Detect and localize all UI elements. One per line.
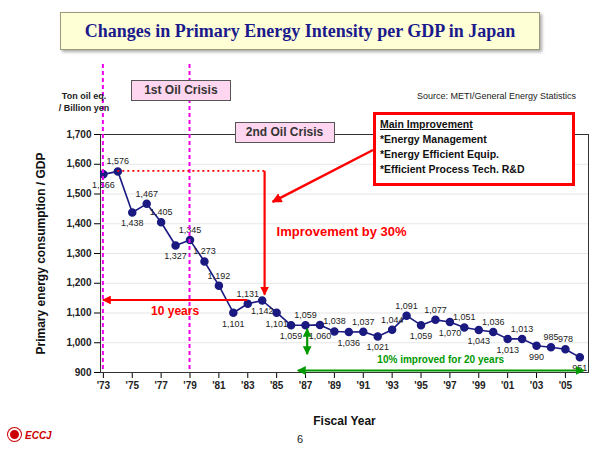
svg-text:1,021: 1,021	[366, 342, 389, 352]
svg-text:1,400: 1,400	[66, 218, 91, 229]
svg-text:Primary energy consumption / G: Primary energy consumption / GDP	[34, 152, 48, 354]
svg-text:1,091: 1,091	[395, 301, 418, 311]
html-text:Ton oil eq.: Ton oil eq.	[61, 91, 107, 101]
svg-text:978: 978	[558, 334, 573, 344]
svg-text:'79: '79	[183, 380, 197, 391]
svg-text:951: 951	[572, 363, 587, 373]
svg-text:Fiscal Year: Fiscal Year	[313, 414, 376, 428]
svg-text:'73: '73	[97, 380, 111, 391]
svg-text:1,273: 1,273	[193, 246, 216, 256]
svg-text:'93: '93	[385, 380, 399, 391]
svg-text:1,101: 1,101	[222, 319, 245, 329]
svg-text:10% improved for 20 years: 10% improved for 20 years	[377, 354, 504, 365]
svg-text:10 years: 10 years	[151, 304, 199, 318]
svg-text:'99: '99	[472, 380, 486, 391]
svg-text:1,013: 1,013	[496, 345, 519, 355]
html-text:Source: METI/General Energy St: Source: METI/General Energy Statistics	[416, 91, 576, 101]
svg-text:1,044: 1,044	[381, 315, 404, 325]
svg-text:'89: '89	[328, 380, 342, 391]
svg-text:1,438: 1,438	[121, 218, 144, 228]
svg-text:1,077: 1,077	[424, 305, 447, 315]
html-text:6: 6	[296, 433, 304, 445]
svg-text:'81: '81	[212, 380, 226, 391]
svg-text:'85: '85	[270, 380, 284, 391]
html-text:*Energy Efficient Equip.: *Energy Efficient Equip.	[380, 148, 499, 160]
svg-text:1,300: 1,300	[66, 248, 91, 259]
svg-text:1,013: 1,013	[511, 324, 534, 334]
svg-text:1,059: 1,059	[280, 331, 303, 341]
svg-text:1,566: 1,566	[92, 180, 115, 190]
svg-text:'97: '97	[443, 380, 457, 391]
svg-text:1,051: 1,051	[453, 312, 476, 322]
svg-text:1,060: 1,060	[309, 331, 332, 341]
svg-text:1,070: 1,070	[439, 328, 462, 338]
svg-text:985: 985	[543, 332, 558, 342]
svg-text:1,467: 1,467	[135, 189, 158, 199]
svg-text:1,600: 1,600	[66, 158, 91, 169]
svg-text:1,059: 1,059	[410, 331, 433, 341]
svg-text:'83: '83	[241, 380, 255, 391]
svg-text:1,101: 1,101	[265, 319, 288, 329]
svg-text:1,036: 1,036	[338, 338, 361, 348]
svg-text:1,700: 1,700	[66, 129, 91, 140]
svg-text:900: 900	[75, 367, 92, 378]
svg-text:1,405: 1,405	[150, 207, 173, 217]
html-text:Main Improvement: Main Improvement	[380, 118, 473, 130]
svg-text:1,000: 1,000	[66, 337, 91, 348]
svg-text:'77: '77	[154, 380, 168, 391]
svg-text:'95: '95	[414, 380, 428, 391]
html-text:1st Oil Crisis: 1st Oil Crisis	[144, 83, 218, 97]
svg-text:1,345: 1,345	[179, 225, 202, 235]
svg-text:'87: '87	[299, 380, 313, 391]
html-text:Changes in Primary Energy Inte: Changes in Primary Energy Intensity per …	[84, 21, 516, 41]
svg-text:1,037: 1,037	[352, 317, 375, 327]
svg-text:'05: '05	[559, 380, 573, 391]
svg-text:1,192: 1,192	[208, 271, 231, 281]
svg-text:1,131: 1,131	[237, 289, 260, 299]
svg-text:1,036: 1,036	[482, 317, 505, 327]
svg-text:1,142: 1,142	[251, 306, 274, 316]
svg-text:1,200: 1,200	[66, 277, 91, 288]
svg-text:1,100: 1,100	[66, 307, 91, 318]
svg-text:1,043: 1,043	[468, 336, 491, 346]
svg-text:'01: '01	[501, 380, 515, 391]
html-text:ECCJ: ECCJ	[25, 430, 52, 441]
html-text:*Energy Management: *Energy Management	[380, 133, 487, 145]
svg-text:1,038: 1,038	[323, 316, 346, 326]
svg-text:1,059: 1,059	[294, 310, 317, 320]
html-text:/ Billion yen: / Billion yen	[58, 103, 110, 113]
svg-text:'91: '91	[357, 380, 371, 391]
svg-text:1,327: 1,327	[164, 251, 187, 261]
svg-text:'03: '03	[530, 380, 544, 391]
svg-text:990: 990	[529, 352, 544, 362]
svg-text:Improvement by 30%: Improvement by 30%	[277, 224, 407, 239]
svg-text:1,500: 1,500	[66, 188, 91, 199]
svg-text:'75: '75	[126, 380, 140, 391]
html-text:2nd Oil Crisis: 2nd Oil Crisis	[245, 125, 324, 139]
svg-text:1,576: 1,576	[107, 156, 130, 166]
html-text:*Efficient Process Tech. R&D: *Efficient Process Tech. R&D	[380, 163, 525, 175]
